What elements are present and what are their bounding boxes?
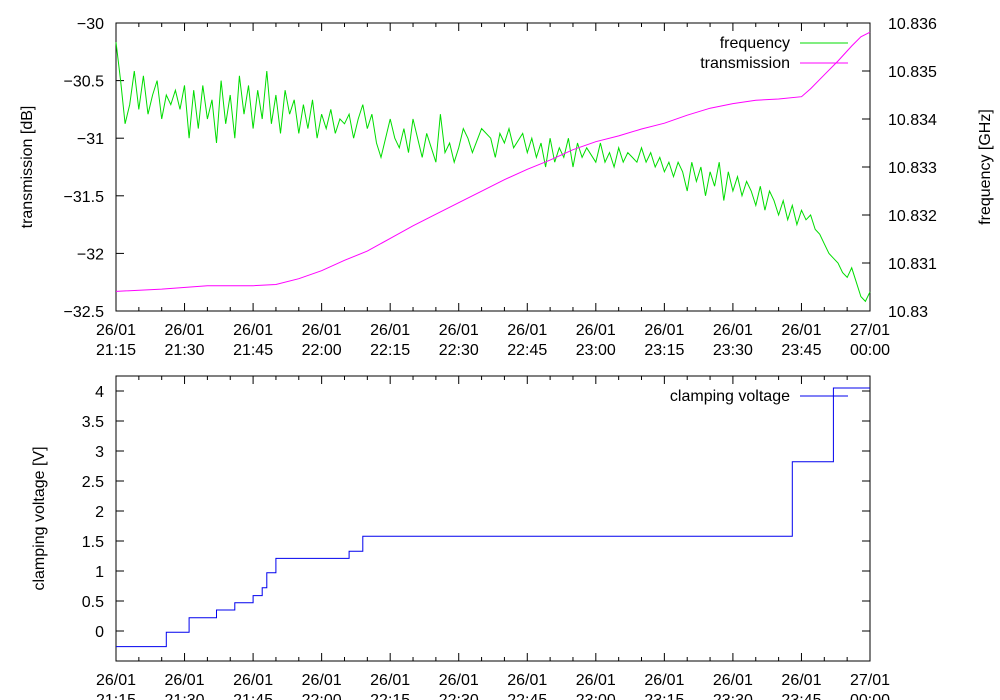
x-tick-label-date: 26/01 xyxy=(370,672,410,689)
x-tick-label-time: 22:30 xyxy=(439,692,479,700)
y-tick-label: 0.5 xyxy=(82,594,104,611)
x-tick-label-date: 26/01 xyxy=(781,672,821,689)
y-tick-label: −31.5 xyxy=(64,189,105,206)
x-tick-label-date: 26/01 xyxy=(576,322,616,339)
y2-tick-label: 10.83 xyxy=(888,304,928,321)
x-tick-label-time: 23:00 xyxy=(576,342,616,359)
y-tick-label: −30.5 xyxy=(64,74,105,91)
x-tick-label-date: 26/01 xyxy=(439,322,479,339)
x-tick-label-time: 22:45 xyxy=(507,342,547,359)
series-line-frequency xyxy=(115,42,871,303)
x-tick-label-date: 26/01 xyxy=(96,322,136,339)
series-line-clamping-voltage xyxy=(116,387,870,648)
x-tick-label-time: 23:15 xyxy=(644,342,684,359)
chart-frequency-transmission: 26/01 21:15 26/01 21:30 26/01 21:45 26/01 22:00… xyxy=(19,16,994,359)
x-tick-label-time: 23:30 xyxy=(713,342,753,359)
x-tick-label-date: 26/01 xyxy=(576,672,616,689)
x-tick-label-time: 21:15 xyxy=(96,342,136,359)
x-tick-label-time: 21:15 xyxy=(96,692,136,700)
x-tick-label-time: 23:30 xyxy=(713,692,753,700)
x-tick-label-time: 23:45 xyxy=(781,342,821,359)
x-tick-label-date: 26/01 xyxy=(233,322,273,339)
chart-clamping-voltage: 26/01 21:15 26/01 21:30 26/01 21:45 26/01 22:00… xyxy=(31,375,890,700)
x-tick-label-date: 26/01 xyxy=(165,672,205,689)
x-tick-label-date: 26/01 xyxy=(644,322,684,339)
x-tick-label-time: 21:45 xyxy=(233,692,273,700)
y-tick-label: 3 xyxy=(95,444,104,461)
x-tick-label-date: 26/01 xyxy=(507,672,547,689)
y2-tick-label: 10.832 xyxy=(888,208,937,225)
x-tick-label-date: 26/01 xyxy=(302,672,342,689)
y2-tick-label: 10.836 xyxy=(888,16,937,33)
x-tick-label-date: 26/01 xyxy=(165,322,205,339)
y-tick-label: 2.5 xyxy=(82,474,104,491)
x-tick-label-time: 22:15 xyxy=(370,692,410,700)
x-tick-label-date: 26/01 xyxy=(96,672,136,689)
y-tick-label: −30 xyxy=(77,16,104,33)
x-tick-label-time: 22:15 xyxy=(370,342,410,359)
x-tick-label-date: 26/01 xyxy=(439,672,479,689)
legend-label: transmission xyxy=(700,55,790,72)
y-tick-label: −31 xyxy=(77,131,104,148)
y-tick-label: −32.5 xyxy=(64,304,105,321)
legend-label: frequency xyxy=(720,35,790,52)
x-tick-label-date: 26/01 xyxy=(644,672,684,689)
x-tick-label-time: 00:00 xyxy=(850,692,890,700)
x-tick-label-time: 21:45 xyxy=(233,342,273,359)
x-tick-label-time: 23:45 xyxy=(781,692,821,700)
x-tick-label-date: 26/01 xyxy=(713,672,753,689)
y-tick-label: 0 xyxy=(95,624,104,641)
y-axis-label: transmission [dB] xyxy=(19,106,36,229)
series-line-transmission xyxy=(115,31,871,292)
x-tick-label-date: 26/01 xyxy=(302,322,342,339)
x-tick-label-time: 23:00 xyxy=(576,692,616,700)
plot-frame xyxy=(115,375,871,662)
x-tick-label-date: 27/01 xyxy=(850,672,890,689)
x-tick-label-date: 26/01 xyxy=(713,322,753,339)
x-tick-label-time: 22:00 xyxy=(302,342,342,359)
x-tick-label-date: 26/01 xyxy=(370,322,410,339)
x-tick-label-time: 21:30 xyxy=(165,342,205,359)
x-tick-label-date: 26/01 xyxy=(233,672,273,689)
y-axis-label: clamping voltage [V] xyxy=(31,446,48,590)
x-tick-label-date: 27/01 xyxy=(850,322,890,339)
x-tick-label-date: 26/01 xyxy=(781,322,821,339)
y-tick-label: 2 xyxy=(95,504,104,521)
y2-tick-label: 10.833 xyxy=(888,160,937,177)
y-tick-label: −32 xyxy=(77,246,104,263)
x-tick-label-time: 22:00 xyxy=(302,692,342,700)
y2-tick-label: 10.831 xyxy=(888,256,937,273)
x-tick-label-date: 26/01 xyxy=(507,322,547,339)
y2-axis-label: frequency [GHz] xyxy=(977,109,994,225)
x-tick-label-time: 21:30 xyxy=(165,692,205,700)
x-tick-label-time: 22:30 xyxy=(439,342,479,359)
y2-tick-label: 10.835 xyxy=(888,64,937,81)
y-tick-label: 4 xyxy=(95,384,104,401)
y-tick-label: 1.5 xyxy=(82,534,104,551)
legend-label: clamping voltage xyxy=(670,388,790,405)
y-tick-label: 1 xyxy=(95,564,104,581)
x-tick-label-time: 00:00 xyxy=(850,342,890,359)
y2-tick-label: 10.834 xyxy=(888,112,937,129)
x-tick-label-time: 23:15 xyxy=(644,692,684,700)
x-tick-label-time: 22:45 xyxy=(507,692,547,700)
y-tick-label: 3.5 xyxy=(82,414,104,431)
